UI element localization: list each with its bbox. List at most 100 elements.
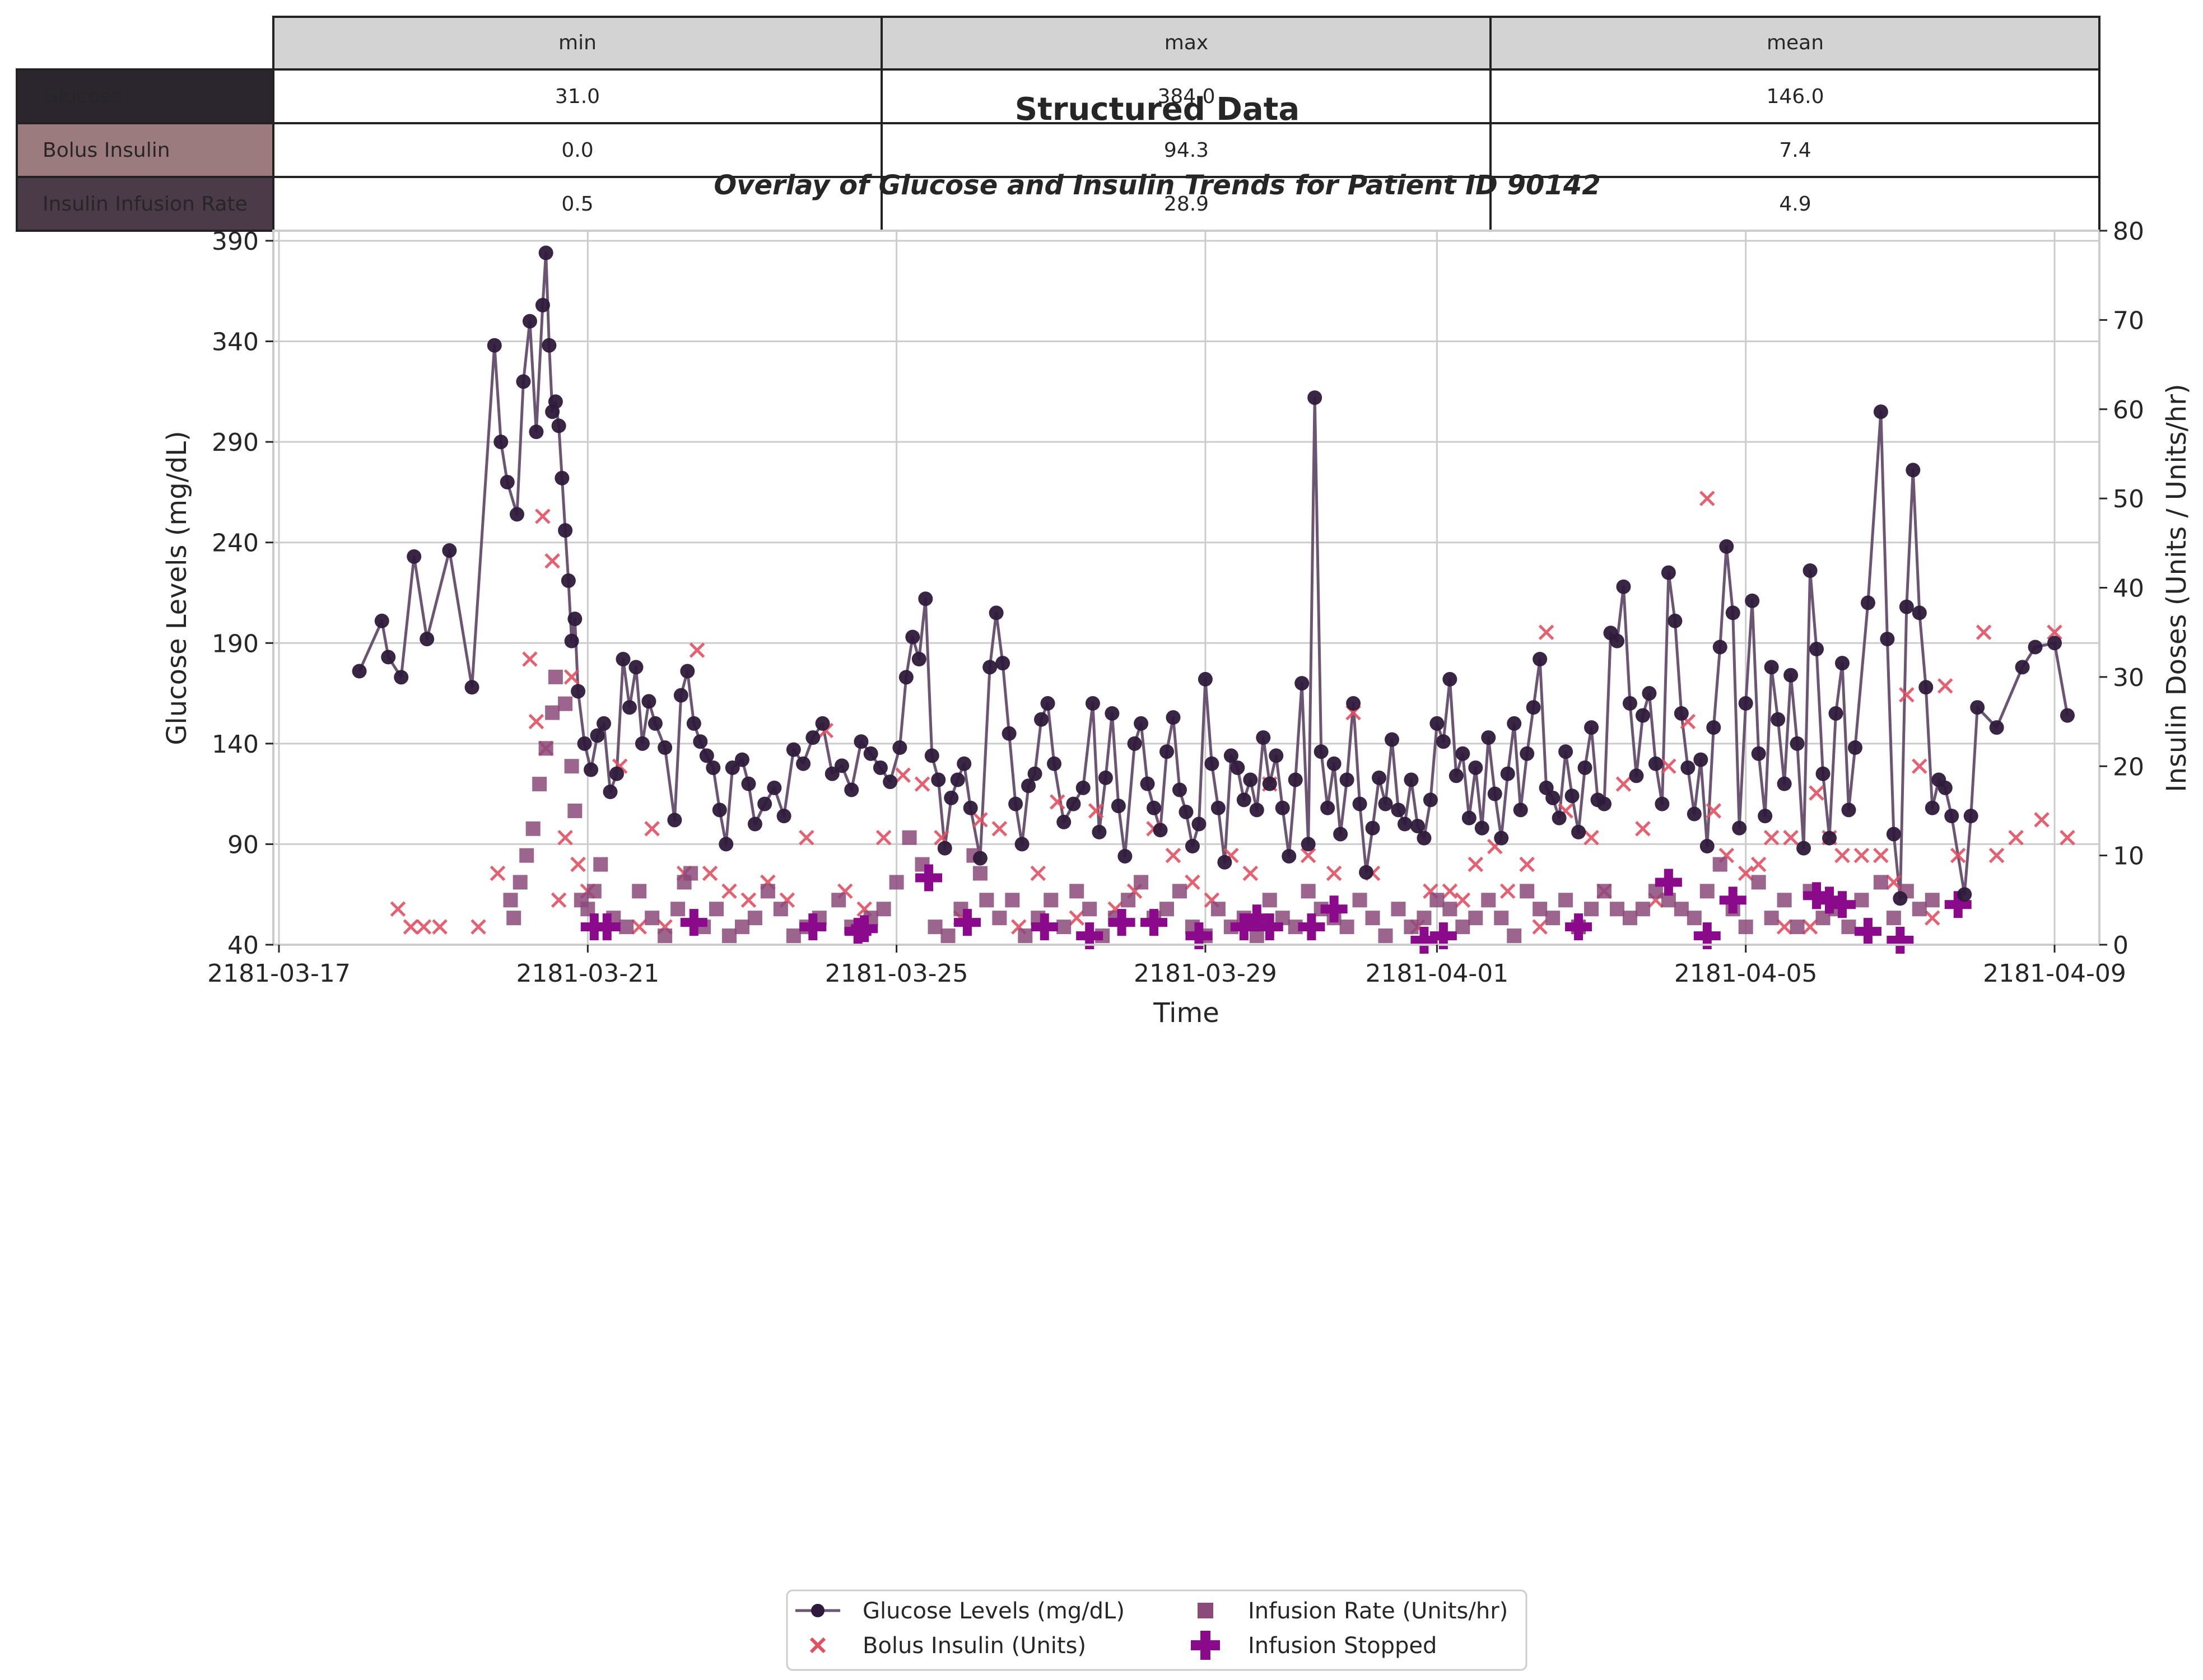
x-tick-label: 2181-04-01 (1366, 959, 1509, 988)
bolus-point (914, 776, 930, 792)
glucose-point (1809, 642, 1824, 657)
glucose-point (1880, 632, 1895, 647)
bolus-point (1538, 624, 1554, 640)
infusion-rate-point (1134, 875, 1149, 890)
legend-item-glucose: Glucose Levels (mg/dL) (795, 1598, 1125, 1624)
glucose-point (577, 736, 592, 751)
glucose-point (972, 851, 988, 866)
glucose-point (1622, 696, 1637, 711)
bolus-point (1783, 829, 1799, 846)
infusion-stopped-point (851, 915, 878, 942)
legend-square-marker (1198, 1603, 1213, 1618)
bolus-point (1834, 847, 1850, 864)
glucose-point (1494, 830, 1509, 846)
bolus-point (528, 713, 544, 730)
glucose-point (1282, 848, 1297, 864)
glucose-point (1706, 720, 1721, 735)
bolus-point (390, 901, 406, 917)
glucose-point (1609, 633, 1624, 648)
bolus-point (1583, 829, 1599, 846)
glucose-point (1533, 652, 1548, 666)
infusion-rate-point (1687, 911, 1702, 926)
glucose-point (2015, 660, 2030, 675)
legend: Glucose Levels (mg/dL) Bolus Insulin (Un… (786, 1589, 1527, 1671)
infusion-rate-point (1635, 902, 1650, 917)
infusion-rate-point (1912, 902, 1927, 917)
glucose-point (2047, 636, 2062, 651)
glucose-point (680, 664, 695, 679)
bolus-point (551, 892, 567, 908)
glucose-point (1944, 809, 1959, 824)
glucose-point (1153, 823, 1168, 838)
glucose-point (1236, 792, 1251, 808)
infusion-rate-point (1455, 920, 1470, 935)
glucose-point (1223, 748, 1238, 763)
glucose-point (989, 605, 1004, 620)
infusion-rate-point (1764, 911, 1779, 926)
glucose-point (1699, 839, 1715, 854)
glucose-point (571, 684, 586, 699)
infusion-rate-point (1558, 893, 1573, 908)
bolus-point (1976, 624, 1992, 640)
table-row-swatch (17, 69, 273, 123)
glucose-point (464, 680, 479, 695)
glucose-point (1577, 760, 1592, 775)
glucose-point (420, 632, 435, 647)
infusion-stopped-point (1655, 869, 1682, 896)
glucose-point (757, 796, 772, 811)
glucose-point (616, 652, 631, 666)
bolus-point (1738, 865, 1754, 881)
glucose-point (1886, 827, 1901, 842)
glucose-point (1288, 772, 1303, 787)
infusion-stopped-point (1854, 918, 1881, 945)
glucose-point (1111, 799, 1126, 814)
table-row-swatch (17, 177, 273, 231)
bolus-point (895, 767, 911, 783)
glucose-point (1674, 706, 1689, 721)
bolus-point (1088, 803, 1104, 819)
bolus-point (1776, 919, 1792, 935)
x-tick-label: 2181-03-25 (825, 959, 968, 988)
bolus-point (535, 508, 551, 524)
glucose-point (863, 746, 878, 761)
glucose-point (1507, 716, 1522, 731)
glucose-point (1822, 830, 1837, 846)
infusion-rate-point (773, 902, 788, 917)
glucose-point (957, 756, 972, 771)
glucose-point (493, 435, 509, 450)
infusion-rate-point (786, 928, 801, 944)
glucose-point (1410, 819, 1425, 834)
table-column-header: mean (1767, 31, 1824, 54)
legend-circle-marker (811, 1604, 825, 1617)
bolus-point (1326, 865, 1342, 881)
glucose-point (1423, 792, 1438, 808)
infusion-rate-point (760, 884, 775, 899)
infusion-rate-point (1429, 893, 1445, 908)
bolus-point (1615, 776, 1632, 792)
x-tick-label: 2181-03-17 (207, 959, 351, 988)
infusion-stopped-point (799, 913, 827, 941)
infusion-stopped-point (1108, 909, 1135, 936)
glucose-point (892, 740, 907, 755)
infusion-rate-point (586, 884, 602, 899)
glucose-point (1783, 668, 1799, 683)
bolus-point (1499, 883, 1516, 899)
bolus-point (1809, 785, 1824, 801)
glucose-point (1725, 605, 1740, 620)
glucose-point (1172, 782, 1187, 797)
table-cell: 0.5 (561, 193, 593, 216)
glucose-point (686, 716, 701, 731)
infusion-rate-point (1925, 893, 1940, 908)
infusion-rate-point (709, 902, 724, 917)
glucose-point (1745, 593, 1760, 608)
glucose-point (1558, 744, 1573, 759)
infusion-rate-point (632, 884, 647, 899)
glucose-point (1134, 716, 1149, 731)
table-cell: 31.0 (555, 85, 600, 108)
glucose-point (1500, 766, 1515, 781)
glucose-point (374, 613, 389, 628)
glucose-point (1552, 810, 1567, 825)
glucose-point (706, 760, 721, 775)
bolus-point (1635, 821, 1651, 837)
glucose-point (1468, 760, 1483, 775)
